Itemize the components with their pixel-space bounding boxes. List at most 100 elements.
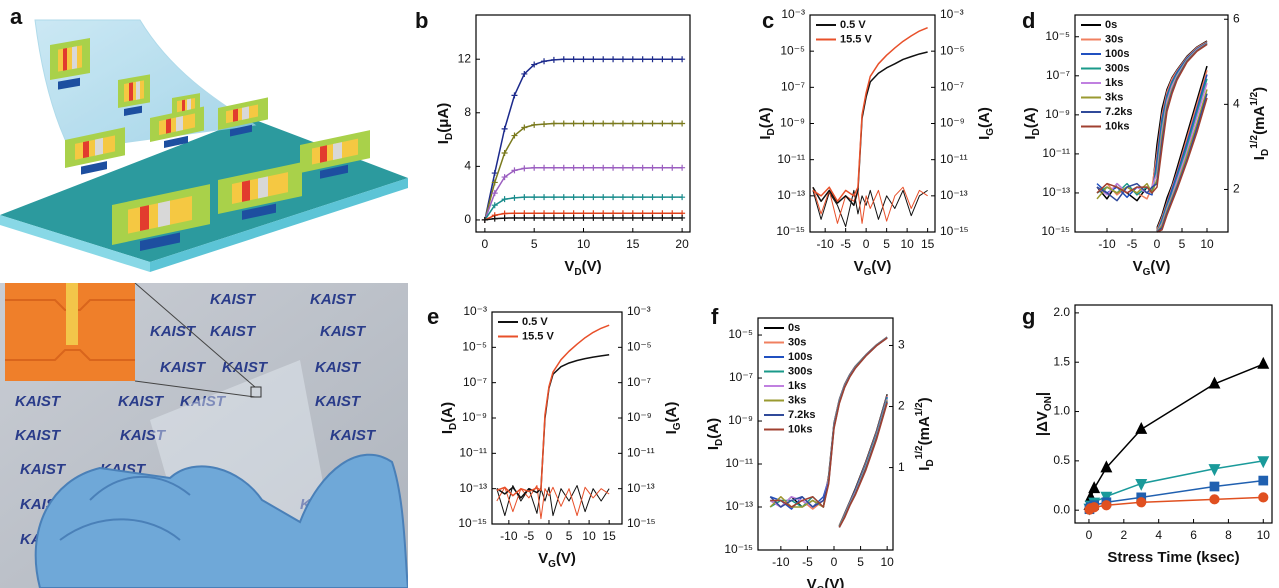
label-text: (A) bbox=[705, 418, 722, 439]
label-subscript: D bbox=[714, 439, 725, 446]
label-text: V bbox=[538, 550, 548, 567]
y2-series-line bbox=[1156, 65, 1208, 229]
x-tick-label: 0 bbox=[863, 237, 870, 251]
marker bbox=[600, 214, 607, 221]
y-tick-label: 10⁻⁵ bbox=[780, 43, 805, 57]
x-tick-label: 0 bbox=[482, 237, 489, 251]
label-text: | bbox=[1034, 392, 1051, 396]
devices bbox=[50, 37, 370, 252]
legend-label: 100s bbox=[788, 351, 812, 363]
marker bbox=[649, 194, 656, 201]
series-line bbox=[1096, 43, 1208, 194]
legend-label: 7.2ks bbox=[788, 409, 816, 421]
marker bbox=[619, 56, 626, 63]
label-text: I bbox=[1022, 135, 1039, 139]
marker bbox=[669, 214, 676, 221]
marker bbox=[491, 190, 498, 197]
marker bbox=[659, 164, 666, 171]
marker bbox=[649, 56, 656, 63]
marker bbox=[550, 56, 557, 63]
marker bbox=[590, 120, 597, 127]
legend-label: 30s bbox=[788, 336, 806, 348]
x-tick-label: 10 bbox=[582, 529, 596, 543]
panel-label: b bbox=[415, 8, 428, 33]
inset-channel bbox=[66, 283, 78, 345]
callout-line bbox=[134, 283, 256, 388]
marker bbox=[629, 120, 636, 127]
y-tick-label: 10⁻⁷ bbox=[729, 370, 753, 384]
marker bbox=[1135, 421, 1148, 434]
legend-label: 0.5 V bbox=[522, 316, 548, 328]
panel-label: e bbox=[427, 304, 439, 329]
y-tick-label: 10⁻⁷ bbox=[1046, 68, 1070, 82]
x-tick-label: 4 bbox=[1155, 528, 1162, 542]
label-text: I bbox=[439, 430, 456, 434]
marker bbox=[1258, 492, 1269, 503]
y-tick-label: 10⁻¹¹ bbox=[459, 446, 487, 460]
y2-tick-label: 10⁻¹⁵ bbox=[627, 516, 656, 530]
label-text: (V) bbox=[582, 258, 602, 275]
legend-label: 300s bbox=[1105, 62, 1129, 74]
y2-series-line bbox=[838, 402, 888, 528]
marker bbox=[659, 120, 666, 127]
marker bbox=[629, 194, 636, 201]
x-tick-label: 8 bbox=[1225, 528, 1232, 542]
marker bbox=[491, 202, 498, 209]
marker bbox=[679, 120, 686, 127]
y2-series-line bbox=[812, 186, 928, 224]
photo-text: KAIST bbox=[315, 393, 362, 410]
marker bbox=[491, 215, 498, 222]
label-text: (μA) bbox=[435, 103, 452, 133]
marker bbox=[501, 149, 508, 156]
y-tick-label: 10⁻¹⁵ bbox=[1041, 224, 1070, 238]
y-tick-label: 10⁻¹¹ bbox=[1042, 146, 1070, 160]
legend-label: 10ks bbox=[1105, 120, 1129, 132]
marker bbox=[600, 164, 607, 171]
marker bbox=[619, 120, 626, 127]
marker bbox=[1136, 497, 1147, 508]
y-tick-label: 10⁻⁹ bbox=[462, 410, 487, 424]
x-tick-label: 5 bbox=[531, 237, 538, 251]
label-text: (mA bbox=[1251, 106, 1268, 135]
plot-frame bbox=[475, 14, 691, 233]
y-tick-label: 10⁻³ bbox=[463, 304, 487, 318]
marker bbox=[649, 214, 656, 221]
label-text: I bbox=[1251, 156, 1268, 160]
label-subscript: D bbox=[444, 133, 455, 140]
x-tick-label: -10 bbox=[772, 555, 790, 569]
label-superscript: 1/2 bbox=[1249, 134, 1260, 148]
marker bbox=[560, 164, 567, 171]
marker bbox=[580, 194, 587, 201]
y2-tick-label: 4 bbox=[1233, 97, 1240, 111]
y-tick-label: 10⁻¹⁵ bbox=[724, 542, 753, 556]
label-superscript: 1/2 bbox=[1249, 91, 1260, 105]
y2-series-line bbox=[838, 396, 888, 527]
marker bbox=[590, 214, 597, 221]
legend-label: 7.2ks bbox=[1105, 106, 1133, 118]
y2-tick-label: 10⁻³ bbox=[627, 304, 651, 318]
marker bbox=[521, 194, 528, 201]
marker bbox=[531, 121, 538, 128]
y-tick-label: 10⁻⁵ bbox=[462, 340, 487, 354]
marker bbox=[501, 125, 508, 132]
illustration bbox=[0, 19, 408, 272]
marker bbox=[550, 194, 557, 201]
y-tick-label: 10⁻⁵ bbox=[728, 327, 753, 341]
y-tick-label: 1.0 bbox=[1053, 404, 1070, 418]
marker bbox=[491, 170, 498, 177]
label-text: (A) bbox=[1022, 107, 1039, 128]
substrate-edge bbox=[150, 178, 408, 272]
marker bbox=[659, 56, 666, 63]
y-tick-label: 12 bbox=[458, 51, 472, 65]
callout-box bbox=[250, 386, 262, 398]
y-tick-label: 2.0 bbox=[1053, 305, 1070, 319]
photo-text: KAIST bbox=[160, 359, 207, 376]
marker bbox=[659, 194, 666, 201]
label-text: (A) bbox=[439, 402, 456, 423]
marker bbox=[1208, 376, 1221, 389]
marker bbox=[501, 174, 508, 181]
x-tick-label: 0 bbox=[1086, 528, 1093, 542]
label-subscript: G bbox=[1143, 267, 1151, 278]
label-text: V bbox=[564, 258, 574, 275]
marker bbox=[1089, 502, 1100, 513]
